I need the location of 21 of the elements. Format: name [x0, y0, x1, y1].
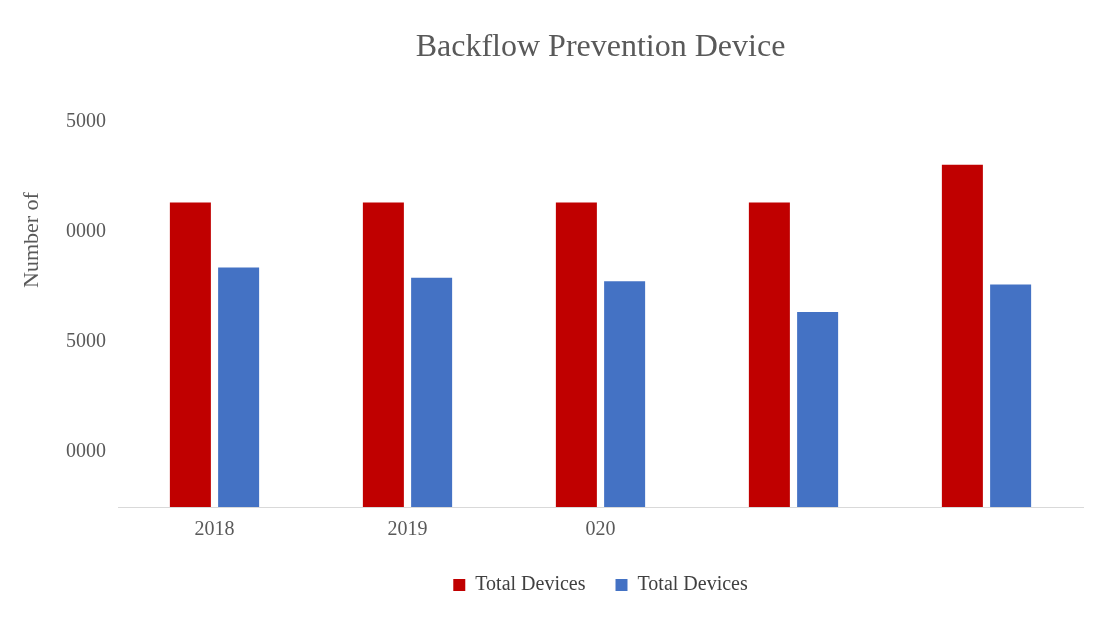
bar — [797, 311, 839, 507]
bar — [411, 277, 453, 507]
y-axis-title: Number of — [18, 192, 44, 288]
bar — [941, 164, 983, 507]
bar — [748, 202, 790, 507]
text: 5000 — [66, 329, 106, 352]
bar — [604, 281, 646, 507]
x-tick-label: 2018 — [194, 517, 235, 540]
text: 0000 — [66, 439, 106, 462]
bar — [169, 202, 211, 507]
legend-label: Total Devices — [475, 572, 586, 595]
x-tick-label: 2019 — [387, 517, 428, 540]
bar — [218, 267, 260, 507]
text: 0000 — [66, 218, 106, 241]
chart-title: Backflow Prevention Device — [415, 26, 786, 63]
x-tick-label: 020 — [585, 517, 616, 540]
bar — [555, 202, 597, 507]
text: 5000 — [66, 108, 106, 131]
bar — [990, 284, 1032, 507]
legend-label: Total Devices — [637, 572, 748, 595]
bar — [362, 202, 404, 507]
